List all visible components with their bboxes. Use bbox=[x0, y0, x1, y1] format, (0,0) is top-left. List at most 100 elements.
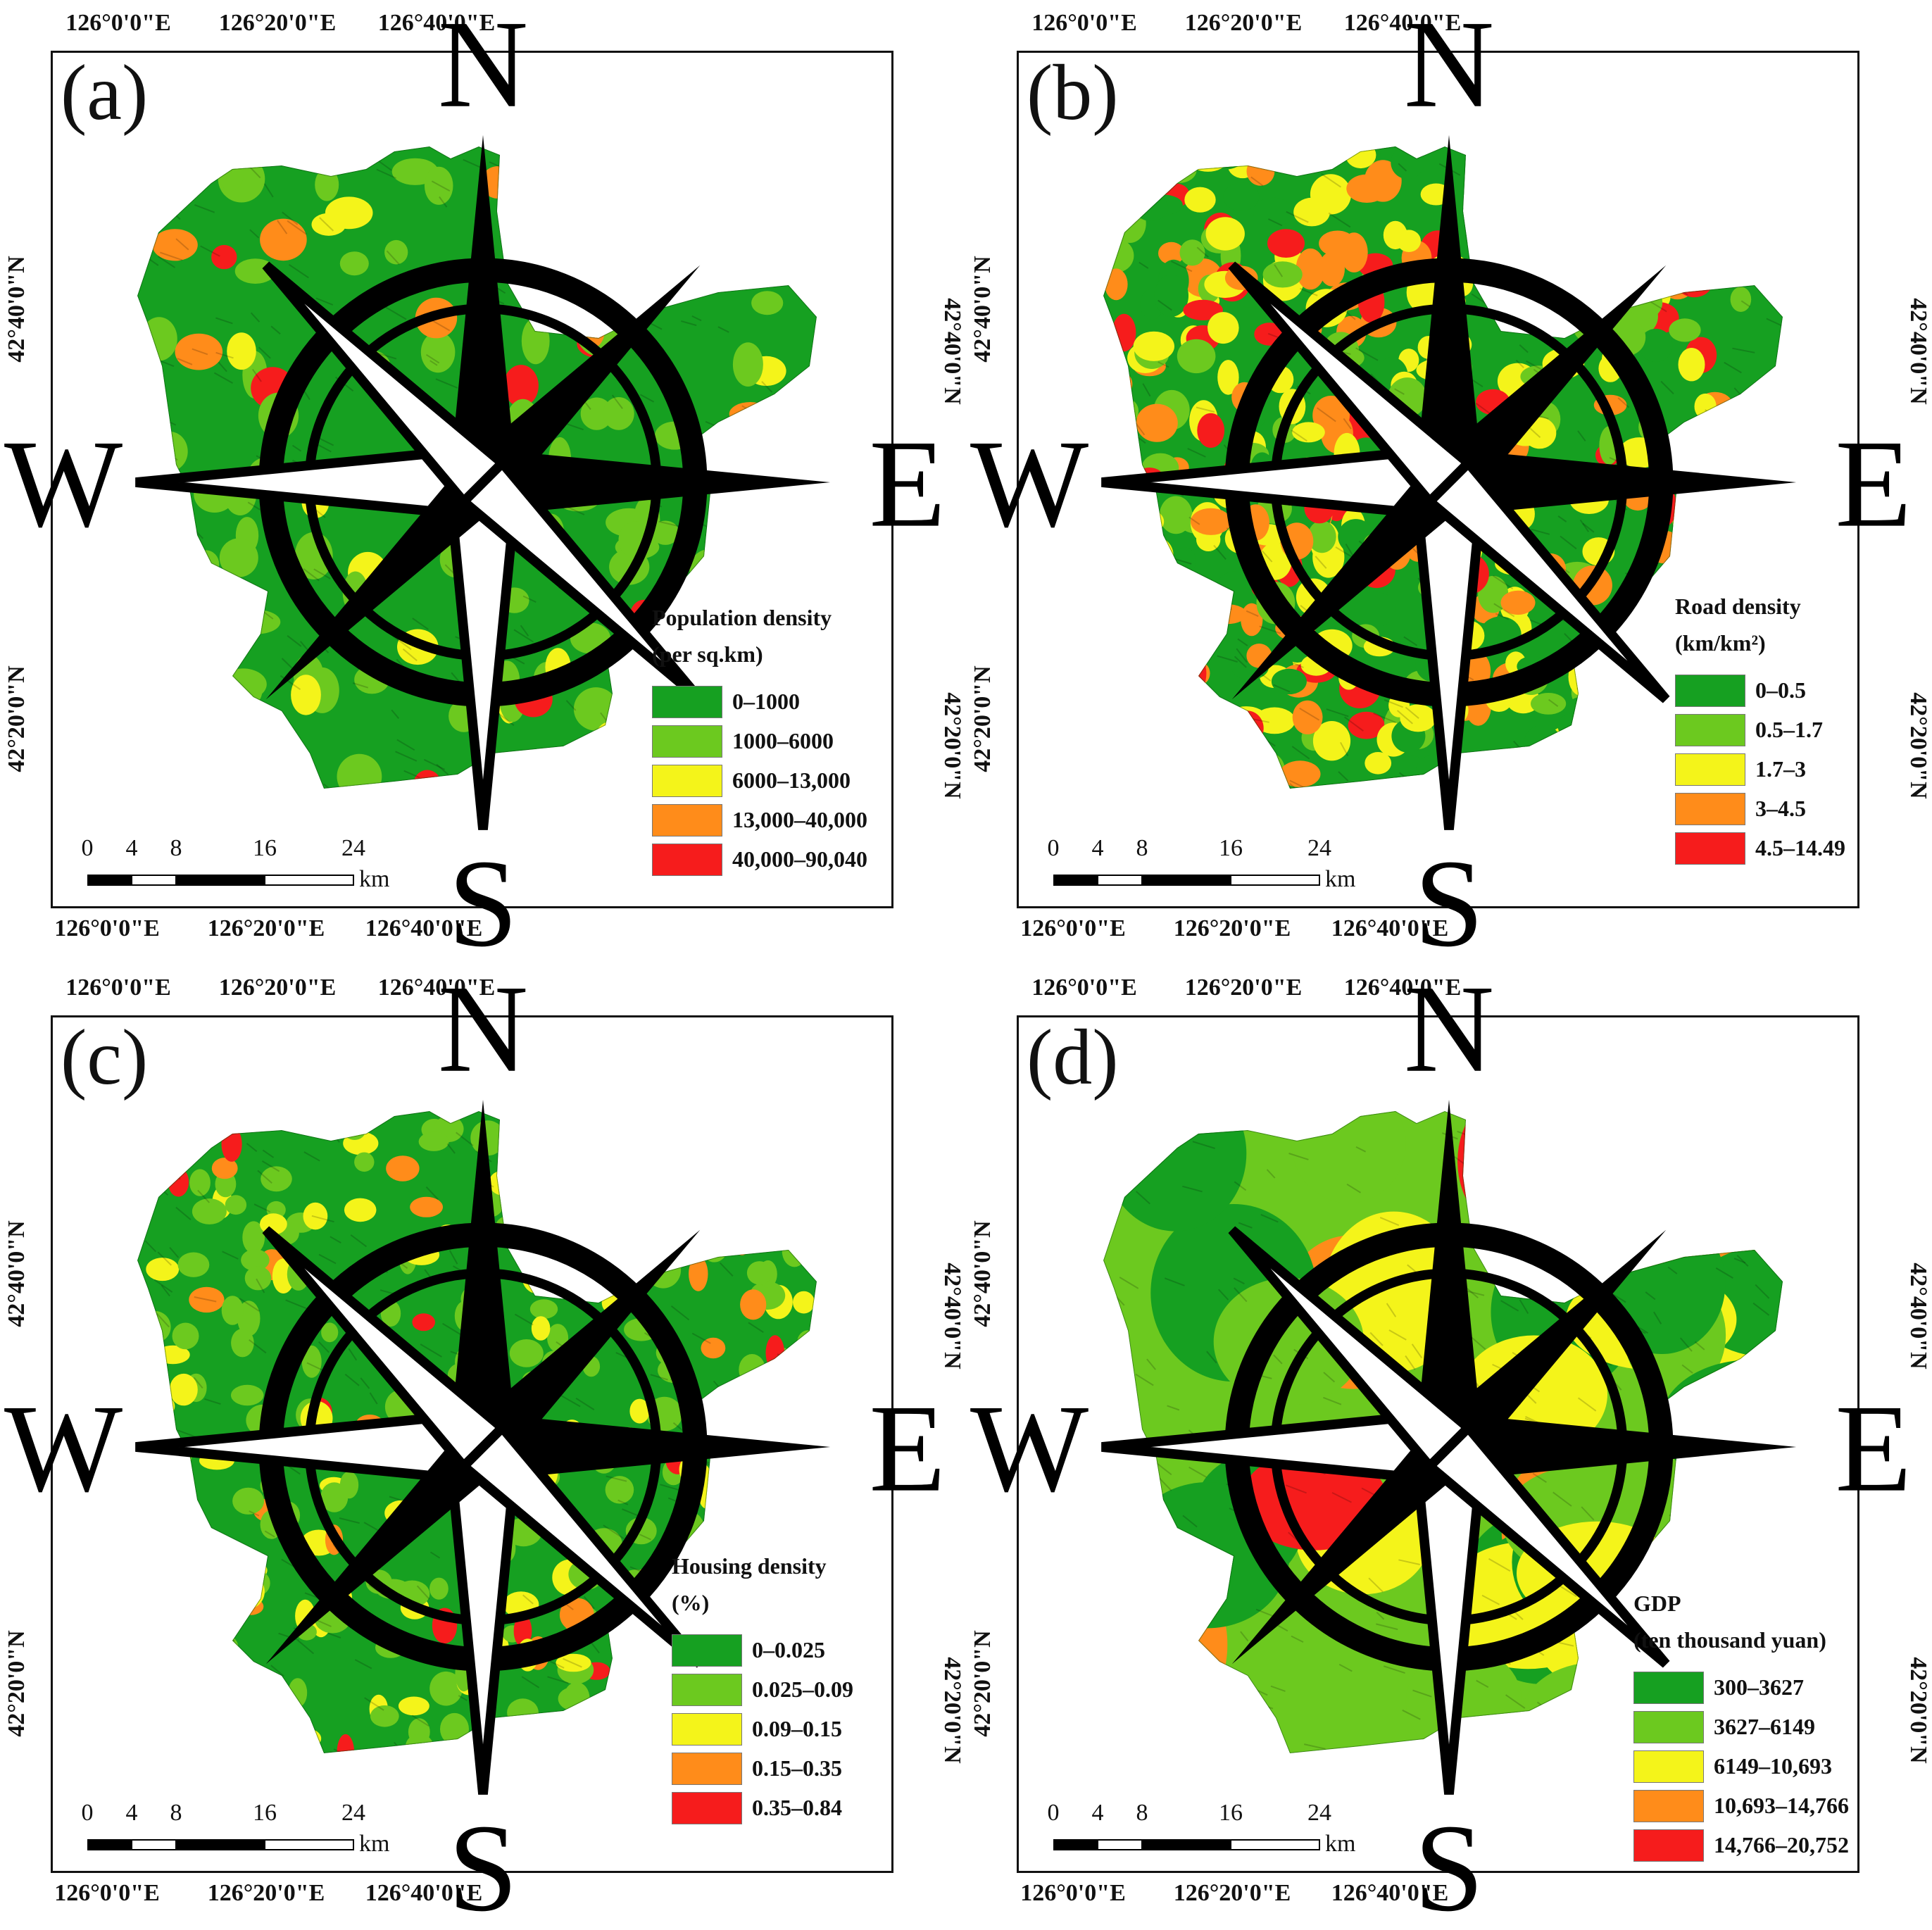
lon-tick-bottom: 126°20'0"E bbox=[207, 1880, 325, 1906]
relief-hatch bbox=[1531, 528, 1550, 535]
scale-tick: 4 bbox=[125, 1800, 138, 1826]
relief-hatch bbox=[1261, 550, 1273, 563]
legend-swatch bbox=[1633, 1671, 1704, 1704]
relief-hatch bbox=[563, 1658, 582, 1668]
scale-unit: km bbox=[1325, 1831, 1356, 1857]
map-zone bbox=[580, 397, 613, 430]
scale-segment bbox=[1097, 1839, 1143, 1850]
map-zone bbox=[261, 1166, 292, 1192]
relief-hatch bbox=[1340, 741, 1349, 756]
map-zone bbox=[751, 291, 784, 315]
map-zone bbox=[242, 1221, 265, 1254]
relief-hatch bbox=[315, 297, 334, 306]
map-zone bbox=[344, 1198, 377, 1222]
scale-tick: 4 bbox=[125, 835, 138, 861]
compass-s: S bbox=[448, 834, 518, 965]
map-zone bbox=[701, 1337, 726, 1359]
legend-subtitle: (%) bbox=[672, 1590, 710, 1616]
lon-tick-bottom: 126°0'0"E bbox=[1020, 1880, 1126, 1906]
relief-hatch bbox=[1398, 163, 1407, 172]
legend-label: 13,000–40,000 bbox=[732, 807, 867, 833]
map-panel-b: 126°0'0"E 126°20'0"E 126°40'0"E 126°0'0"… bbox=[966, 0, 1932, 965]
relief-hatch bbox=[1369, 1331, 1384, 1346]
relief-hatch bbox=[1158, 361, 1169, 368]
lon-tick-bottom: 126°0'0"E bbox=[1020, 915, 1126, 941]
relief-hatch bbox=[194, 203, 215, 213]
relief-hatch bbox=[169, 1247, 180, 1258]
relief-hatch bbox=[153, 1279, 173, 1293]
lon-tick-top: 126°40'0"E bbox=[377, 10, 496, 36]
legend-label: 6000–13,000 bbox=[732, 767, 851, 794]
legend-item: 0–1000 bbox=[652, 682, 867, 722]
relief-hatch bbox=[603, 1524, 625, 1540]
relief-hatch bbox=[611, 394, 623, 409]
map-zone bbox=[386, 1155, 420, 1182]
relief-hatch bbox=[1136, 1191, 1150, 1205]
map-zone bbox=[605, 1476, 634, 1504]
relief-hatch bbox=[1289, 779, 1304, 788]
scale-tick: 0 bbox=[1047, 1800, 1060, 1826]
relief-hatch bbox=[287, 635, 302, 647]
relief-hatch bbox=[1579, 519, 1590, 532]
map-zone bbox=[354, 1152, 375, 1172]
relief-hatch bbox=[350, 1234, 367, 1248]
relief-hatch bbox=[717, 326, 729, 333]
map-zone bbox=[227, 332, 256, 370]
relief-hatch bbox=[352, 682, 369, 689]
relief-hatch bbox=[1323, 1396, 1342, 1405]
relief-hatch bbox=[369, 1392, 378, 1405]
relief-hatch bbox=[389, 1496, 404, 1502]
relief-hatch bbox=[1388, 1329, 1407, 1341]
relief-hatch bbox=[1355, 1146, 1367, 1153]
relief-hatch bbox=[253, 1203, 271, 1213]
relief-hatch bbox=[1560, 535, 1577, 550]
relief-hatch bbox=[1495, 613, 1510, 620]
relief-hatch bbox=[1475, 402, 1492, 415]
compass-e: E bbox=[1835, 1379, 1912, 1518]
scale-segment bbox=[87, 875, 132, 886]
relief-hatch bbox=[1188, 516, 1200, 525]
legend-label: 0–0.025 bbox=[752, 1637, 825, 1663]
relief-hatch bbox=[448, 1250, 458, 1265]
relief-hatch bbox=[1581, 1506, 1595, 1521]
map-zone bbox=[740, 1289, 767, 1320]
map-zone bbox=[1271, 668, 1307, 695]
relief-hatch bbox=[1238, 1222, 1253, 1229]
relief-hatch bbox=[1488, 1558, 1511, 1572]
map-zone bbox=[234, 258, 276, 284]
north-arrow-compass-icon: N S E W bbox=[4, 965, 946, 1929]
relief-hatch bbox=[429, 360, 438, 366]
relief-hatch bbox=[306, 1362, 324, 1372]
map-zone bbox=[1184, 187, 1216, 213]
map-zone bbox=[1154, 275, 1188, 317]
relief-hatch bbox=[348, 1348, 358, 1361]
legend-item: 13,000–40,000 bbox=[652, 801, 867, 840]
map-zone bbox=[429, 1577, 448, 1600]
map-zone bbox=[746, 1261, 772, 1285]
relief-hatch bbox=[144, 1240, 157, 1253]
relief-hatch bbox=[691, 1332, 711, 1344]
map-zone bbox=[1354, 591, 1396, 627]
relief-hatch bbox=[1346, 1183, 1362, 1193]
legend-item: 1000–6000 bbox=[652, 722, 867, 761]
relief-hatch bbox=[1732, 347, 1755, 353]
relief-hatch bbox=[1403, 636, 1418, 646]
map-zone bbox=[291, 675, 321, 715]
relief-hatch bbox=[558, 1393, 581, 1408]
legend-item: 0–0.5 bbox=[1675, 671, 1845, 710]
relief-hatch bbox=[378, 161, 392, 171]
relief-hatch bbox=[425, 1186, 439, 1201]
relief-hatch bbox=[303, 1151, 320, 1162]
map-legend: GDP (ten thousand yuan) 300–3627 3627–614… bbox=[1633, 1590, 1849, 1865]
legend-item: 4.5–14.49 bbox=[1675, 829, 1845, 868]
relief-hatch bbox=[1234, 1287, 1248, 1303]
relief-hatch bbox=[1548, 698, 1559, 708]
relief-hatch bbox=[1236, 648, 1248, 663]
relief-hatch bbox=[1286, 211, 1309, 223]
relief-hatch bbox=[1386, 1303, 1397, 1317]
relief-hatch bbox=[1398, 1559, 1420, 1565]
relief-hatch bbox=[270, 1665, 284, 1677]
lon-tick-top: 126°20'0"E bbox=[1184, 10, 1303, 36]
map-zone bbox=[192, 1198, 227, 1224]
legend-swatch bbox=[1633, 1750, 1704, 1783]
